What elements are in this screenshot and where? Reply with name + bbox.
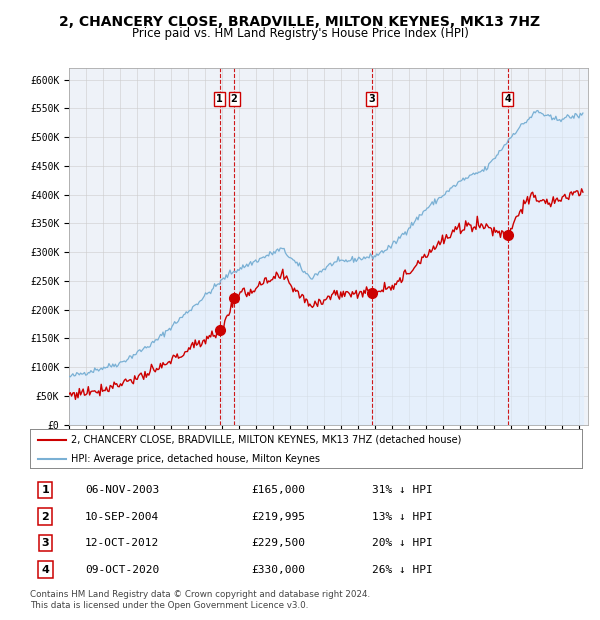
Text: 4: 4 — [41, 565, 49, 575]
Text: £229,500: £229,500 — [251, 538, 305, 548]
Text: HPI: Average price, detached house, Milton Keynes: HPI: Average price, detached house, Milt… — [71, 454, 320, 464]
Text: £330,000: £330,000 — [251, 565, 305, 575]
Text: 2, CHANCERY CLOSE, BRADVILLE, MILTON KEYNES, MK13 7HZ: 2, CHANCERY CLOSE, BRADVILLE, MILTON KEY… — [59, 16, 541, 30]
Text: 1: 1 — [41, 485, 49, 495]
Text: 13% ↓ HPI: 13% ↓ HPI — [372, 512, 433, 521]
Text: 2: 2 — [230, 94, 238, 104]
Text: 2, CHANCERY CLOSE, BRADVILLE, MILTON KEYNES, MK13 7HZ (detached house): 2, CHANCERY CLOSE, BRADVILLE, MILTON KEY… — [71, 435, 462, 445]
Text: 4: 4 — [504, 94, 511, 104]
Text: 26% ↓ HPI: 26% ↓ HPI — [372, 565, 433, 575]
Text: 09-OCT-2020: 09-OCT-2020 — [85, 565, 160, 575]
Text: 10-SEP-2004: 10-SEP-2004 — [85, 512, 160, 521]
Text: 06-NOV-2003: 06-NOV-2003 — [85, 485, 160, 495]
Text: 2: 2 — [41, 512, 49, 521]
Text: 3: 3 — [41, 538, 49, 548]
Text: 20% ↓ HPI: 20% ↓ HPI — [372, 538, 433, 548]
Text: Price paid vs. HM Land Registry's House Price Index (HPI): Price paid vs. HM Land Registry's House … — [131, 27, 469, 40]
Text: 3: 3 — [368, 94, 375, 104]
Text: 1: 1 — [216, 94, 223, 104]
Text: £165,000: £165,000 — [251, 485, 305, 495]
Text: 12-OCT-2012: 12-OCT-2012 — [85, 538, 160, 548]
Text: £219,995: £219,995 — [251, 512, 305, 521]
Text: Contains HM Land Registry data © Crown copyright and database right 2024.
This d: Contains HM Land Registry data © Crown c… — [30, 590, 370, 609]
Text: 31% ↓ HPI: 31% ↓ HPI — [372, 485, 433, 495]
